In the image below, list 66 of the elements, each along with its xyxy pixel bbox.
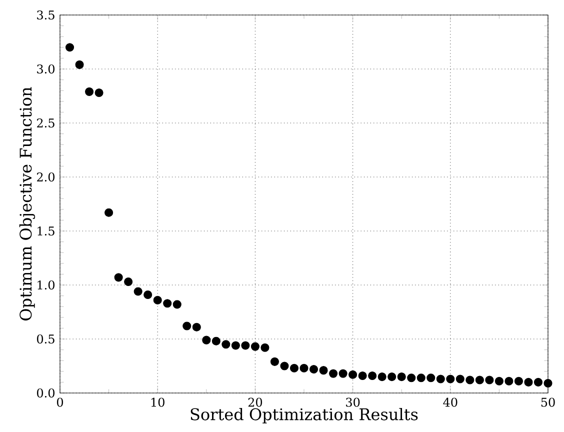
x-tick-label: 40 xyxy=(443,398,458,407)
point xyxy=(163,299,172,308)
point xyxy=(485,376,494,384)
point xyxy=(202,336,211,344)
point xyxy=(348,370,358,379)
point xyxy=(319,366,328,375)
point xyxy=(368,371,377,380)
point xyxy=(494,376,504,386)
point xyxy=(446,374,455,384)
y-tick-label: 2.0 xyxy=(37,172,54,182)
y-tick-label: 1.5 xyxy=(38,226,54,236)
point xyxy=(358,371,367,380)
x-tick-label: 30 xyxy=(346,398,360,407)
point xyxy=(534,378,543,386)
y-tick-label: 3.0 xyxy=(37,64,54,74)
point xyxy=(65,43,74,52)
point xyxy=(270,357,279,366)
point xyxy=(524,378,533,386)
x-tick-label: 50 xyxy=(541,398,555,407)
point xyxy=(182,322,192,330)
point xyxy=(504,376,514,386)
point xyxy=(280,362,289,370)
point xyxy=(466,376,474,384)
point xyxy=(338,369,348,378)
point xyxy=(134,287,142,296)
point xyxy=(104,208,114,217)
point xyxy=(378,372,386,382)
point xyxy=(153,296,162,304)
x-tick-label: 10 xyxy=(151,398,164,407)
point xyxy=(172,300,182,309)
y-tick-label: 3.5 xyxy=(37,10,54,20)
point xyxy=(94,88,104,98)
point xyxy=(514,376,523,386)
point xyxy=(222,340,230,349)
point xyxy=(475,376,484,384)
point xyxy=(544,379,552,388)
point xyxy=(124,277,133,286)
point xyxy=(388,372,396,382)
point xyxy=(416,374,426,382)
point xyxy=(300,364,308,372)
point xyxy=(426,374,436,382)
point xyxy=(309,364,318,374)
y-tick-label: 1.0 xyxy=(38,280,54,290)
y-tick-label: 0.0 xyxy=(37,388,54,398)
point xyxy=(290,364,299,372)
y-tick-label: 2.5 xyxy=(37,118,54,128)
x-axis-title: Sorted Optimization Results xyxy=(190,408,418,424)
point xyxy=(436,374,445,384)
point xyxy=(250,342,260,351)
point xyxy=(192,322,201,332)
x-tick-label: 20 xyxy=(248,398,262,407)
point xyxy=(397,372,406,382)
point xyxy=(231,341,240,350)
y-axis-title: Optimum Objective Function xyxy=(19,87,36,320)
point xyxy=(75,60,84,69)
point xyxy=(114,273,123,282)
point xyxy=(329,369,338,378)
point xyxy=(456,374,464,384)
point xyxy=(407,374,416,382)
point xyxy=(212,336,220,346)
point xyxy=(241,341,250,350)
x-tick-label: 0 xyxy=(56,398,64,407)
y-tick-label: 0.5 xyxy=(37,334,54,344)
point xyxy=(85,87,94,96)
point xyxy=(260,343,270,352)
point xyxy=(144,290,152,299)
